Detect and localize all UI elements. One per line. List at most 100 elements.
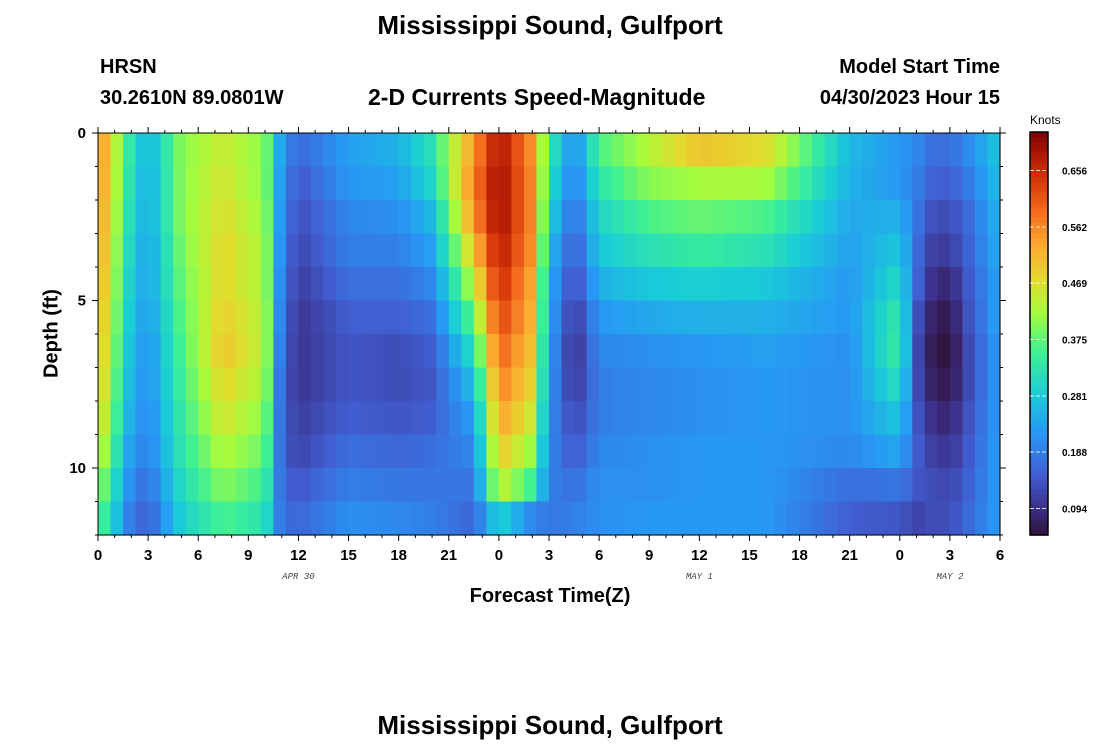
- colorbar-segment: [1030, 328, 1048, 335]
- colorbar-segment: [1030, 333, 1048, 340]
- heatmap-cell: [924, 367, 938, 402]
- heatmap-cell: [586, 434, 600, 469]
- heatmap-cell: [862, 200, 876, 235]
- heatmap-cell: [173, 300, 187, 335]
- heatmap-cell: [774, 300, 788, 335]
- colorbar-segment: [1030, 368, 1048, 375]
- heatmap-cell: [473, 166, 487, 201]
- heatmap-cell: [799, 300, 813, 335]
- heatmap-cell: [160, 434, 174, 469]
- heatmap-cell: [310, 334, 325, 369]
- heatmap-cell: [148, 334, 162, 369]
- heatmap-cell: [210, 267, 224, 302]
- heatmap-cell: [937, 334, 951, 369]
- heatmap-cell: [674, 200, 688, 235]
- heatmap-cell: [498, 300, 513, 335]
- heatmap-cell: [235, 200, 249, 235]
- heatmap-cell: [761, 267, 776, 302]
- heatmap-cell: [686, 334, 700, 369]
- colorbar-segment: [1030, 383, 1048, 390]
- heatmap-cell: [148, 401, 162, 436]
- colorbar-segment: [1030, 479, 1048, 486]
- heatmap-cell: [699, 300, 713, 335]
- heatmap-cell: [310, 200, 325, 235]
- heatmap-cell: [323, 166, 337, 201]
- heatmap-cell: [298, 468, 312, 503]
- heatmap-cell: [386, 334, 400, 369]
- heatmap-cell: [749, 300, 763, 335]
- heatmap-cell: [887, 434, 901, 469]
- heatmap-cell: [511, 468, 525, 503]
- heatmap-cell: [123, 367, 137, 402]
- heatmap-cell: [210, 334, 224, 369]
- heatmap-cell: [799, 267, 813, 302]
- heatmap-cell: [323, 334, 337, 369]
- heatmap-cell: [523, 434, 538, 469]
- heatmap-cell: [661, 468, 675, 503]
- heatmap-cell: [661, 133, 675, 168]
- heatmap-cell: [586, 233, 600, 268]
- heatmap-cell: [436, 267, 450, 302]
- colorbar-segment: [1030, 348, 1048, 355]
- x-tick-label: 6: [194, 547, 202, 564]
- heatmap-cell: [812, 200, 826, 235]
- heatmap-cell: [599, 501, 613, 536]
- heatmap-cell: [185, 133, 199, 168]
- heatmap-cell: [611, 133, 625, 168]
- heatmap-cell: [674, 401, 688, 436]
- heatmap-cell: [649, 501, 663, 536]
- heatmap-cell: [761, 501, 776, 536]
- heatmap-cell: [448, 468, 462, 503]
- heatmap-cell: [549, 166, 563, 201]
- station-coordinates: 30.2610N 89.0801W: [100, 87, 284, 109]
- heatmap-cell: [436, 300, 450, 335]
- heatmap-cell: [223, 233, 237, 268]
- heatmap-cell: [949, 233, 964, 268]
- heatmap-cell: [411, 501, 425, 536]
- heatmap-cell: [937, 200, 951, 235]
- heatmap-cell: [774, 468, 788, 503]
- heatmap-cell: [862, 300, 876, 335]
- heatmap-cell: [649, 233, 663, 268]
- heatmap-cell: [636, 367, 650, 402]
- heatmap-cell: [949, 334, 964, 369]
- heatmap-cell: [787, 468, 801, 503]
- heatmap-cell: [248, 501, 262, 536]
- heatmap-cell: [210, 401, 224, 436]
- heatmap-cell: [423, 233, 437, 268]
- heatmap-cell: [837, 434, 851, 469]
- heatmap-cell: [173, 468, 187, 503]
- heatmap-cell: [173, 267, 187, 302]
- x-tick-label: 12: [290, 547, 307, 564]
- heatmap-cell: [899, 300, 913, 335]
- heatmap-cell: [686, 133, 700, 168]
- heatmap-cell: [498, 233, 513, 268]
- heatmap-cell: [361, 468, 375, 503]
- heatmap-cell: [799, 367, 813, 402]
- heatmap-cell: [260, 434, 274, 469]
- heatmap-cell: [336, 133, 350, 168]
- heatmap-cell: [824, 434, 838, 469]
- heatmap-cell: [699, 233, 713, 268]
- heatmap-cell: [373, 334, 387, 369]
- heatmap-cell: [837, 133, 851, 168]
- heatmap-cell: [185, 367, 199, 402]
- heatmap-cell: [448, 267, 462, 302]
- page-title: Mississippi Sound, Gulfport: [377, 10, 723, 40]
- heatmap-cell: [649, 300, 663, 335]
- heatmap-cell: [824, 300, 838, 335]
- colorbar-segment: [1030, 409, 1048, 415]
- colorbar-segment: [1030, 484, 1048, 491]
- colorbar-segment: [1030, 388, 1048, 395]
- heatmap-cell: [336, 501, 350, 536]
- heatmap-cell: [661, 334, 675, 369]
- heatmap-cell: [323, 200, 337, 235]
- colorbar-segment: [1030, 313, 1048, 319]
- heatmap-cell: [574, 233, 588, 268]
- colorbar-segment: [1030, 529, 1048, 536]
- heatmap-cell: [160, 133, 174, 168]
- heatmap-cell: [185, 401, 199, 436]
- colorbar-tick-label: 0.188: [1062, 448, 1087, 459]
- heatmap-cell: [561, 501, 575, 536]
- heatmap-cell: [849, 468, 863, 503]
